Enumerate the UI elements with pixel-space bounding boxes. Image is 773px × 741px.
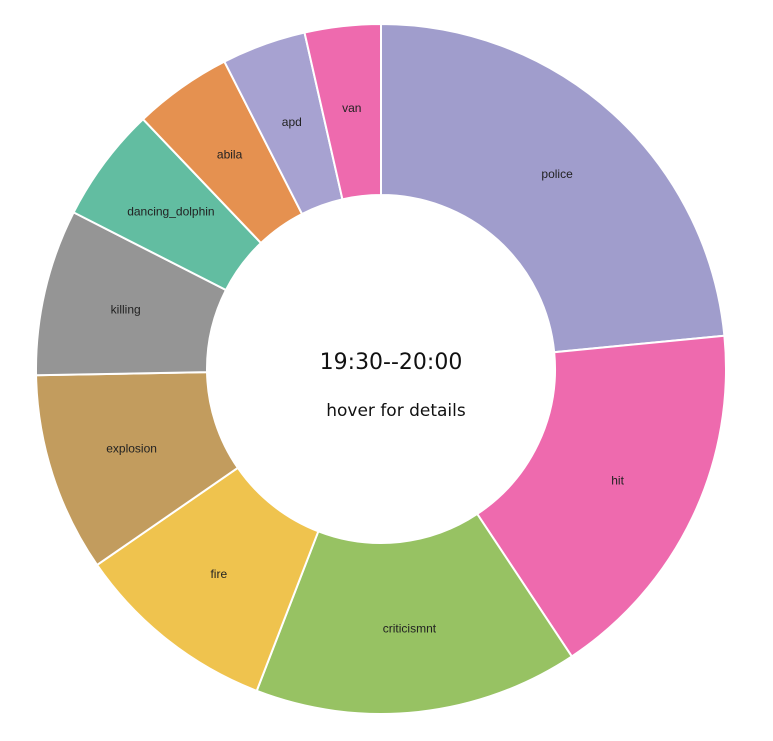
slice-label-apd: apd bbox=[282, 115, 302, 129]
slice-label-killing: killing bbox=[111, 302, 141, 316]
slice-police[interactable] bbox=[380, 22, 726, 354]
slice-label-dancing-dolphin: dancing_dolphin bbox=[127, 205, 214, 219]
slice-labels: police hit criticismnt fire explosion killing… bbox=[106, 101, 624, 636]
center-subtitle: hover for details bbox=[326, 401, 466, 421]
center-title: 19:30--20:00 bbox=[320, 350, 463, 375]
slice-label-van: van bbox=[342, 101, 361, 115]
donut-slices bbox=[35, 22, 727, 715]
slice-label-fire: fire bbox=[210, 567, 227, 581]
slice-hit[interactable] bbox=[475, 334, 727, 658]
slice-label-explosion: explosion bbox=[106, 441, 157, 455]
slice-label-abila: abila bbox=[217, 147, 243, 161]
slice-label-police: police bbox=[541, 167, 573, 181]
slice-label-hit: hit bbox=[611, 474, 624, 488]
slice-label-criticismnt: criticismnt bbox=[383, 622, 437, 636]
slice-van[interactable] bbox=[303, 22, 382, 201]
slice-criticismnt[interactable] bbox=[255, 512, 574, 715]
